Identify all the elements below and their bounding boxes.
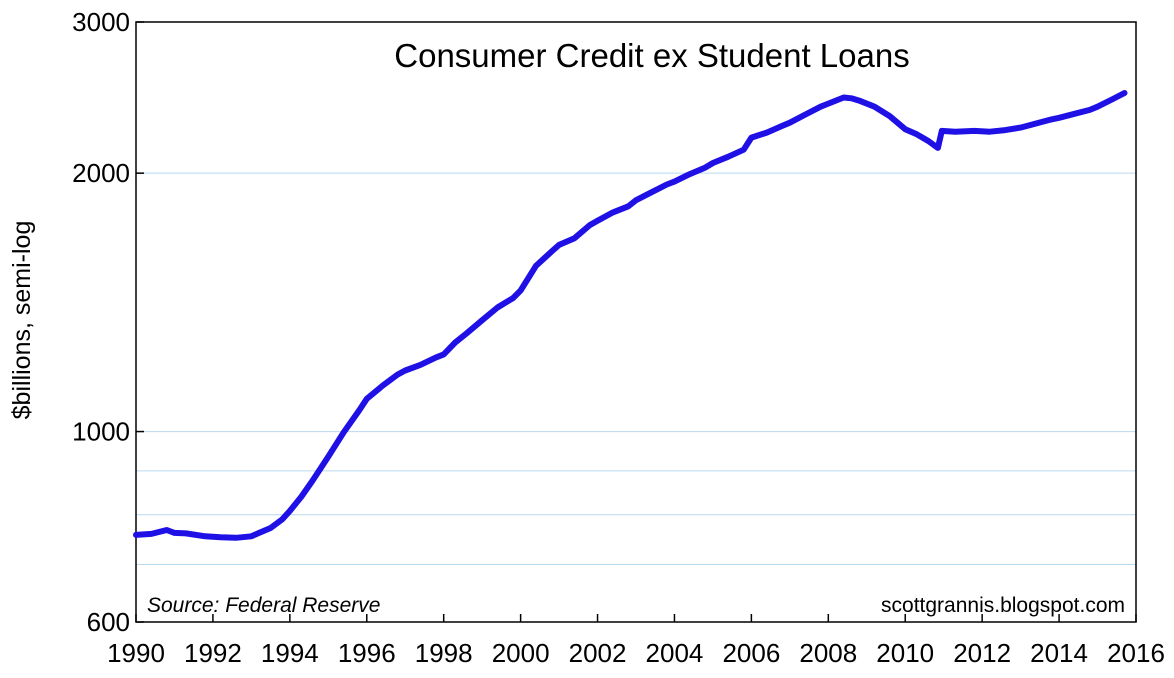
chart-title: Consumer Credit ex Student Loans [394,37,909,74]
blog-credit: scottgrannis.blogspot.com [881,594,1125,617]
x-tick-label: 2010 [876,638,934,668]
series-line [133,90,1128,541]
x-tick-label: 1990 [107,638,165,668]
source-note: Source: Federal Reserve [147,594,380,617]
y-tick-label: 1000 [72,417,130,447]
x-tick-label: 2008 [799,638,857,668]
y-tick-label: 3000 [72,7,130,37]
plot-area-frame [135,21,1137,623]
y-axis-label: $billions, semi-log [8,221,36,420]
y-tick-label: 2000 [72,158,130,188]
y-axis: 600 1000 2000 3000 [72,7,144,637]
x-tick-label: 2014 [1030,638,1088,668]
y-tick-label: 600 [87,607,130,637]
x-tick-label: 1994 [261,638,319,668]
x-tick-label: 2004 [646,638,704,668]
x-tick-label: 1996 [338,638,396,668]
grid-lines [136,172,1136,566]
x-tick-label: 2006 [722,638,780,668]
x-tick-label: 1992 [184,638,242,668]
x-axis: 1990 1992 1994 1996 1998 2000 2002 2004 2006 2008… [107,614,1165,668]
x-tick-label: 1998 [415,638,473,668]
x-tick-label: 2002 [569,638,627,668]
x-tick-label: 2000 [492,638,550,668]
x-tick-label: 2012 [953,638,1011,668]
x-tick-label: 2016 [1107,638,1165,668]
